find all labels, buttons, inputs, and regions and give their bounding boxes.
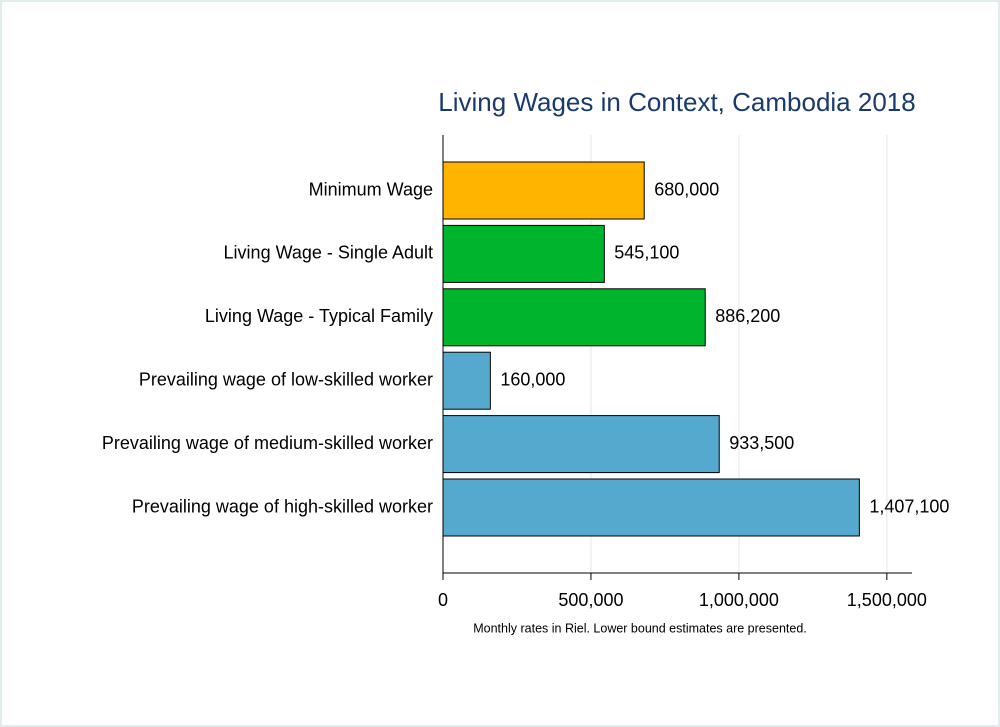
value-label: 886,200 [715, 306, 780, 326]
chart-note: Monthly rates in Riel. Lower bound estim… [473, 621, 807, 635]
bar [442, 224, 605, 283]
y-tick-label: Prevailing wage of high-skilled worker [132, 496, 433, 516]
x-tick-label: 1,500,000 [847, 590, 927, 610]
y-tick-label: Living Wage - Single Adult [224, 243, 433, 263]
x-tick-label: 0 [438, 590, 448, 610]
y-tick-label: Minimum Wage [309, 179, 433, 199]
x-tick-label: 500,000 [558, 590, 623, 610]
value-label: 933,500 [729, 433, 794, 453]
value-label: 160,000 [500, 369, 565, 389]
bar [442, 161, 645, 220]
y-tick-label: Living Wage - Typical Family [205, 306, 433, 326]
value-label: 1,407,100 [869, 496, 949, 516]
y-tick-label: Prevailing wage of medium-skilled worker [102, 433, 433, 453]
bar [442, 415, 720, 474]
value-label: 680,000 [654, 179, 719, 199]
value-label: 545,100 [614, 243, 679, 263]
bar [442, 351, 491, 410]
x-tick-label: 1,000,000 [699, 590, 779, 610]
bar [442, 288, 706, 347]
bar [442, 478, 860, 537]
chart-title: Living Wages in Context, Cambodia 2018 [438, 87, 915, 117]
y-tick-label: Prevailing wage of low-skilled worker [139, 369, 433, 389]
